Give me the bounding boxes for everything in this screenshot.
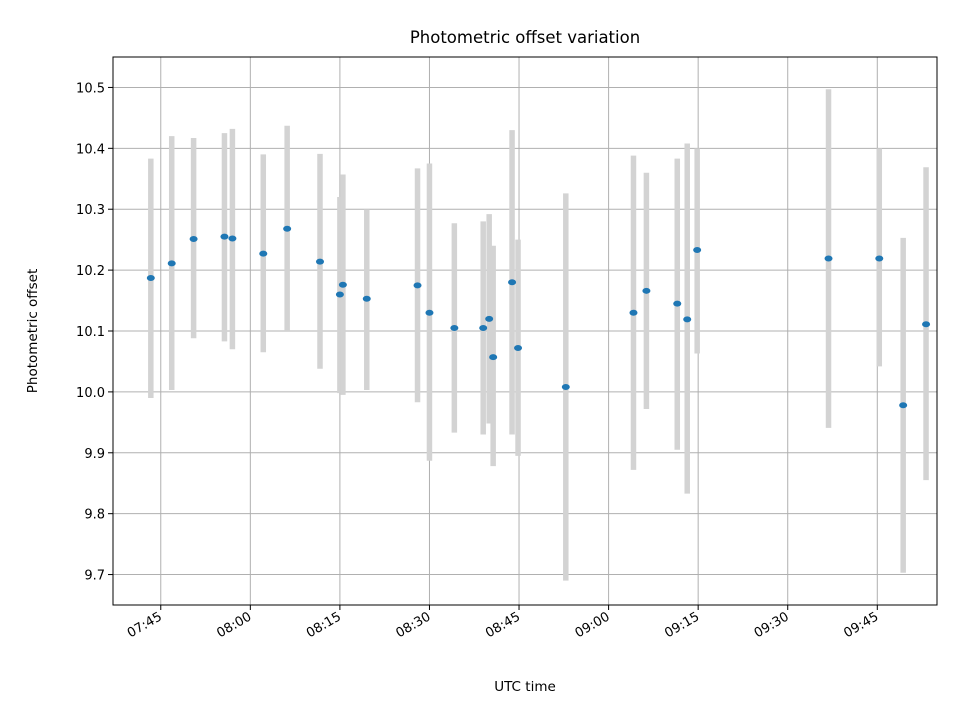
data-point xyxy=(283,225,292,232)
chart-title: Photometric offset variation xyxy=(410,28,640,47)
data-point xyxy=(508,279,517,286)
x-axis-label: UTC time xyxy=(494,679,556,695)
y-tick-label: 10.1 xyxy=(76,325,105,340)
data-point xyxy=(485,315,494,322)
data-point xyxy=(189,236,198,243)
data-point xyxy=(824,255,833,262)
data-point xyxy=(335,291,344,298)
y-axis-label: Photometric offset xyxy=(25,269,41,393)
y-tick-label: 10.3 xyxy=(76,203,105,218)
data-point xyxy=(561,384,570,391)
data-point xyxy=(425,309,434,316)
data-point xyxy=(167,260,176,267)
data-point xyxy=(514,345,523,352)
y-axis-ticks: 9.7 9.8 9.9 10.0 10.1 10.2 10.3 10.4 10.5 xyxy=(76,81,113,584)
data-point xyxy=(259,250,268,257)
data-point xyxy=(899,402,908,409)
data-point xyxy=(146,275,155,282)
data-point xyxy=(642,287,651,294)
data-point xyxy=(362,295,371,302)
data-point xyxy=(693,247,702,254)
data-point xyxy=(875,255,884,262)
y-tick-label: 10.4 xyxy=(76,142,105,157)
y-tick-label: 10.5 xyxy=(76,81,105,96)
data-point xyxy=(413,282,422,289)
data-point xyxy=(922,321,931,328)
data-points xyxy=(146,225,931,409)
y-tick-label: 9.8 xyxy=(84,508,105,523)
data-point xyxy=(450,324,459,331)
y-tick-label: 9.7 xyxy=(84,569,105,584)
data-point xyxy=(220,233,229,240)
y-tick-label: 9.9 xyxy=(84,447,105,462)
data-point xyxy=(673,300,682,307)
y-tick-label: 10.0 xyxy=(76,386,105,401)
data-point xyxy=(683,316,692,323)
y-tick-label: 10.2 xyxy=(76,264,105,279)
data-point xyxy=(479,324,488,331)
data-point xyxy=(228,235,237,242)
data-point xyxy=(338,281,347,288)
data-point xyxy=(315,258,324,265)
data-point xyxy=(489,354,498,361)
data-point xyxy=(629,309,638,316)
